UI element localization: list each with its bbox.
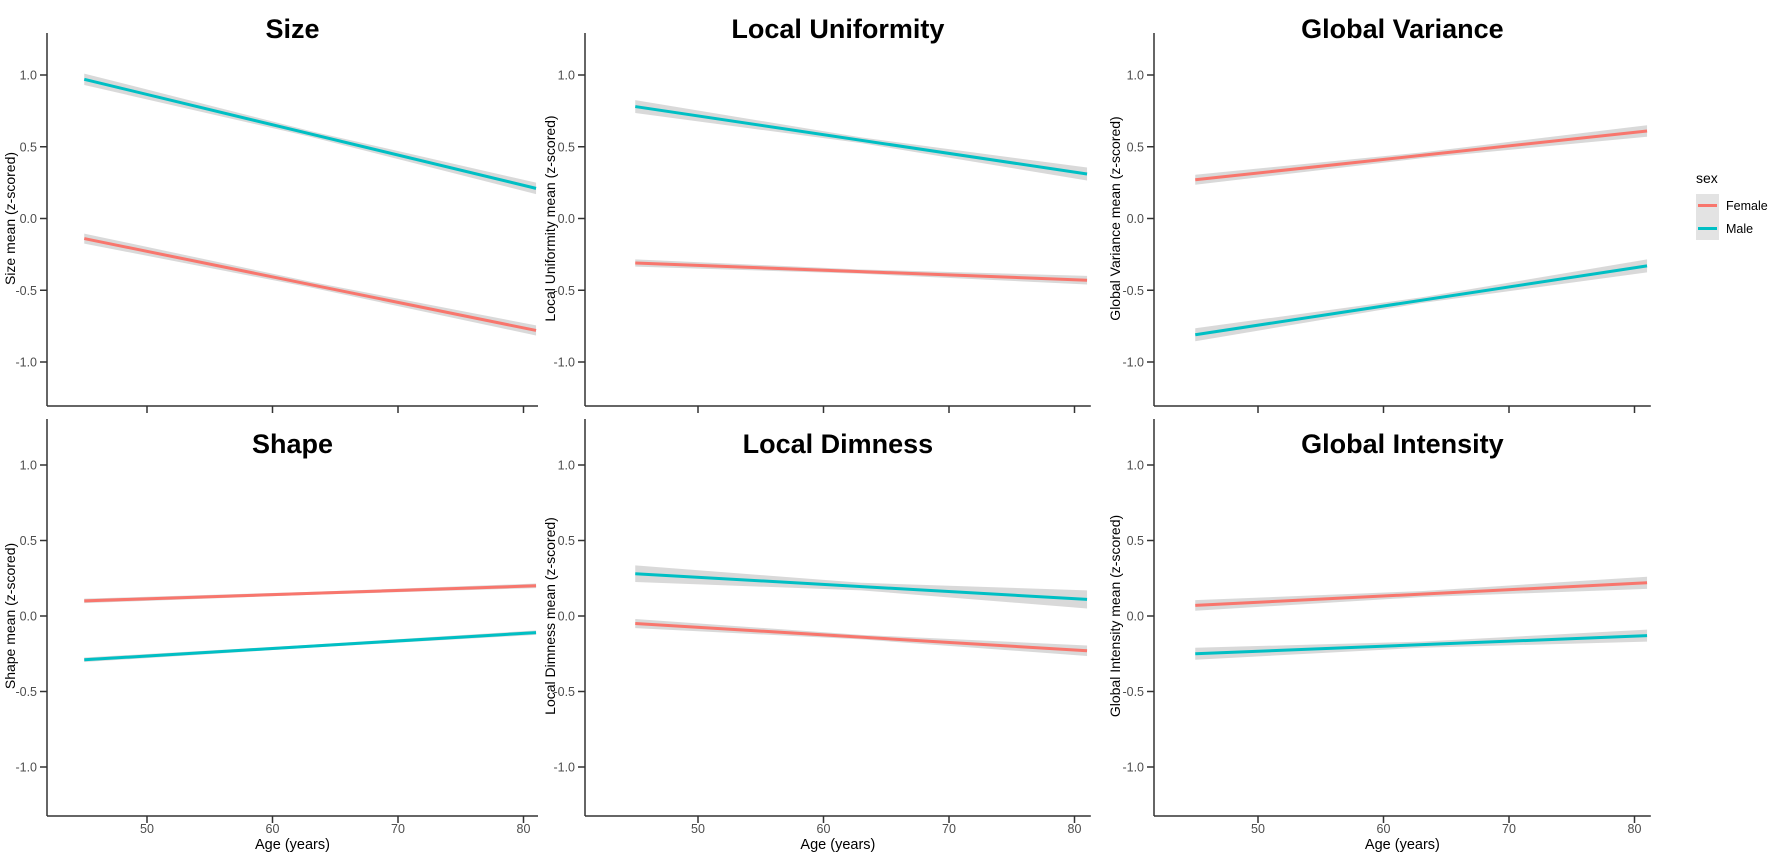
panel-global-variance: 1.0 0.5 0.0 -0.5 -1.0 Global Variance mean (z… xyxy=(1105,0,1685,413)
y-tick-label: 0.0 xyxy=(1127,212,1144,226)
trend-line-female xyxy=(83,237,537,332)
y-tick-label: 0.5 xyxy=(558,534,575,548)
y-tick-label: 1.0 xyxy=(20,459,37,473)
y-tick-label: 0.0 xyxy=(1127,610,1144,624)
x-axis-title: Age (years) xyxy=(800,837,875,853)
trend-line-male xyxy=(1195,634,1648,656)
legend-title: sex xyxy=(1696,170,1718,186)
x-axis-title: Age (years) xyxy=(255,837,330,853)
x-tick-label: 60 xyxy=(817,822,831,836)
y-axis-title: Global Variance mean (z-scored) xyxy=(1107,116,1123,320)
trend-line-female xyxy=(635,261,1088,282)
trend-line-female xyxy=(1195,129,1648,182)
trend-line-male xyxy=(635,105,1088,176)
legend-item-male: Male xyxy=(1696,217,1772,240)
trend-line-female xyxy=(635,622,1088,653)
y-tick-label: 1.0 xyxy=(20,69,37,83)
y-tick-label: 0.0 xyxy=(558,610,575,624)
panel-shape: 1.0 0.5 0.0 -0.5 -1.0 50 60 70 80 Age (years) Shap… xyxy=(0,417,540,859)
y-tick-label: 0.5 xyxy=(1127,140,1144,154)
trend-line-female xyxy=(84,584,537,603)
y-tick-label: 0.5 xyxy=(20,534,37,548)
x-tick-label: 80 xyxy=(1068,822,1082,836)
panel-size: 1.0 0.5 0.0 -0.5 -1.0 Size mean (z-scored) Siz… xyxy=(0,0,540,413)
y-tick-label: -0.5 xyxy=(553,284,575,298)
x-axis-title: Age (years) xyxy=(1365,837,1440,853)
y-tick-label: -0.5 xyxy=(1122,685,1144,699)
y-tick-label: 0.0 xyxy=(20,212,37,226)
panel-title: Local Uniformity xyxy=(731,14,944,44)
x-tick-label: 80 xyxy=(517,822,531,836)
x-tick-label: 70 xyxy=(1502,822,1516,836)
panel-svg: 1.0 0.5 0.0 -0.5 -1.0 50 60 70 80 Age (years) Glob… xyxy=(1107,419,1651,853)
x-tick-label: 60 xyxy=(266,822,280,836)
y-tick-label: -0.5 xyxy=(1122,284,1144,298)
panel-svg: 1.0 0.5 0.0 -0.5 -1.0 50 60 70 80 Age (years) Loca… xyxy=(542,419,1091,853)
y-tick-label: 0.5 xyxy=(20,140,37,154)
panel-svg: 1.0 0.5 0.0 -0.5 -1.0 Global Variance mean (z… xyxy=(1107,14,1651,413)
y-tick-label: -0.5 xyxy=(15,284,37,298)
female-line-swatch xyxy=(1698,204,1717,207)
y-tick-label: 0.5 xyxy=(558,140,575,154)
y-tick-label: 0.0 xyxy=(20,610,37,624)
panel-svg: 1.0 0.5 0.0 -0.5 -1.0 Size mean (z-scored) Siz… xyxy=(2,14,538,413)
trend-line-female xyxy=(1195,581,1648,607)
panel-title: Global Variance xyxy=(1301,14,1504,44)
x-tick-label: 50 xyxy=(691,822,705,836)
legend-item-female: Female xyxy=(1696,194,1772,217)
y-tick-label: -1.0 xyxy=(1122,761,1144,775)
trend-line-male xyxy=(1195,264,1648,337)
legend-sex: sex Female Male xyxy=(1696,170,1772,240)
y-tick-label: -0.5 xyxy=(553,685,575,699)
y-axis-title: Global Intensity mean (z-scored) xyxy=(1107,515,1123,717)
x-tick-label: 50 xyxy=(140,822,154,836)
y-tick-label: -1.0 xyxy=(1122,356,1144,370)
y-tick-label: -1.0 xyxy=(553,356,575,370)
x-tick-label: 70 xyxy=(942,822,956,836)
y-axis-title: Local Dimness mean (z-scored) xyxy=(542,517,558,715)
trend-line-male xyxy=(635,572,1088,601)
legend-label-female: Female xyxy=(1726,198,1768,213)
x-tick-label: 60 xyxy=(1377,822,1391,836)
panel-svg: 1.0 0.5 0.0 -0.5 -1.0 50 60 70 80 Age (years) Shap… xyxy=(2,419,538,853)
legend-label-male: Male xyxy=(1726,221,1754,236)
y-tick-label: 0.0 xyxy=(558,212,575,226)
y-tick-label: -1.0 xyxy=(15,356,37,370)
panel-title: Local Dimness xyxy=(743,429,934,459)
male-line-swatch xyxy=(1698,227,1717,230)
trend-line-male xyxy=(83,77,537,190)
panel-svg: 1.0 0.5 0.0 -0.5 -1.0 Local Uniformity mean (… xyxy=(542,14,1091,413)
x-tick-label: 50 xyxy=(1251,822,1265,836)
panel-title: Shape xyxy=(252,429,333,459)
y-tick-label: -1.0 xyxy=(15,761,37,775)
panel-local-dimness: 1.0 0.5 0.0 -0.5 -1.0 50 60 70 80 Age (years) Loca… xyxy=(540,417,1105,859)
x-tick-label: 80 xyxy=(1628,822,1642,836)
y-tick-label: -1.0 xyxy=(553,761,575,775)
y-tick-label: 0.5 xyxy=(1127,534,1144,548)
panel-title: Size xyxy=(265,14,319,44)
y-axis-title: Local Uniformity mean (z-scored) xyxy=(542,115,558,321)
y-axis-title: Shape mean (z-scored) xyxy=(2,543,18,689)
panel-title: Global Intensity xyxy=(1301,429,1504,459)
y-tick-label: 1.0 xyxy=(1127,69,1144,83)
panel-global-intensity: 1.0 0.5 0.0 -0.5 -1.0 50 60 70 80 Age (years) Glob… xyxy=(1105,417,1685,859)
panel-local-uniformity: 1.0 0.5 0.0 -0.5 -1.0 Local Uniformity mean (… xyxy=(540,0,1105,413)
trend-line-male xyxy=(84,631,537,662)
y-tick-label: -0.5 xyxy=(15,685,37,699)
y-tick-label: 1.0 xyxy=(558,459,575,473)
legend-key-male xyxy=(1696,217,1719,240)
x-tick-label: 70 xyxy=(391,822,405,836)
y-tick-label: 1.0 xyxy=(1127,459,1144,473)
legend-key-female xyxy=(1696,194,1719,217)
y-tick-label: 1.0 xyxy=(558,69,575,83)
y-axis-title: Size mean (z-scored) xyxy=(2,152,18,285)
